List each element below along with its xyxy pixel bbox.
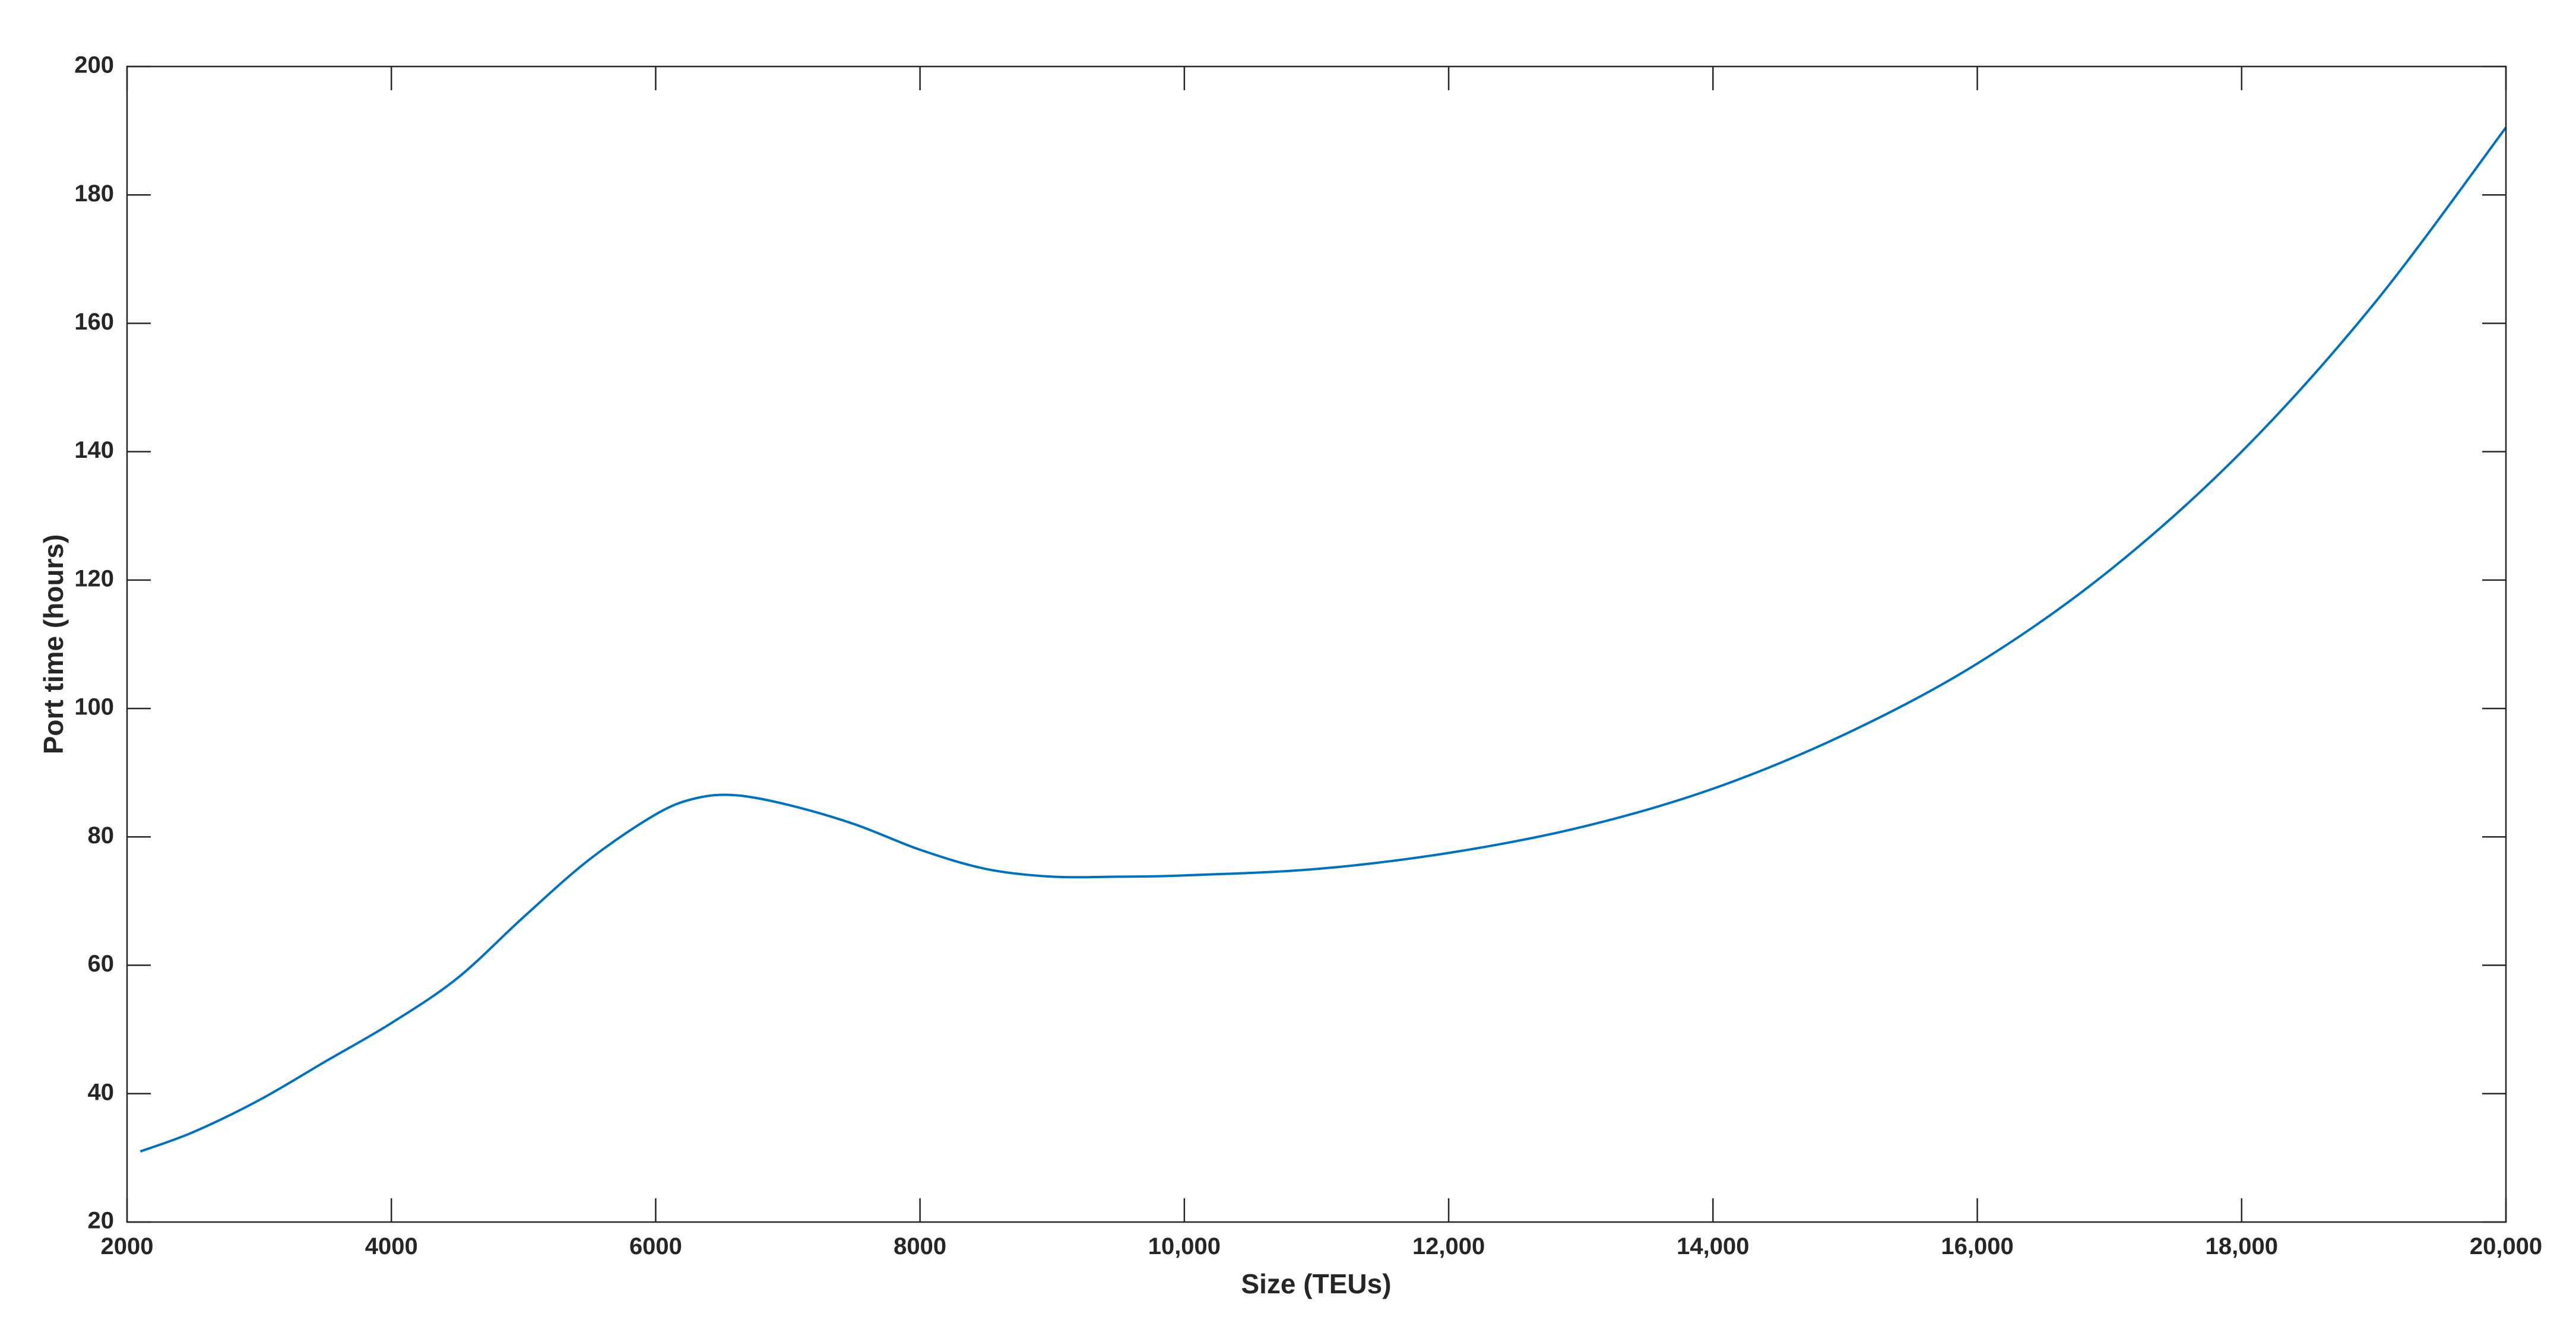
y-tick-label: 200 [74, 52, 114, 78]
y-tick-label: 180 [74, 181, 114, 207]
series-line [140, 126, 2507, 1153]
x-tick-label: 20,000 [2470, 1233, 2542, 1259]
y-tick-label: 140 [74, 437, 114, 463]
plot-frame [126, 65, 2507, 1223]
x-tick-label: 16,000 [1941, 1233, 2013, 1259]
x-axis-label: Size (TEUs) [1241, 1268, 1391, 1299]
y-tick-label: 80 [88, 822, 115, 849]
plot-background [127, 67, 2506, 1222]
x-tick-label: 6000 [629, 1233, 682, 1259]
y-tick-label: 100 [74, 694, 114, 720]
x-tick-label: 2000 [101, 1233, 154, 1259]
y-axis-label: Port time (hours) [38, 534, 69, 755]
y-tick-label: 20 [88, 1208, 115, 1234]
x-tick-label: 12,000 [1412, 1233, 1485, 1259]
y-tick-label: 40 [88, 1079, 115, 1105]
x-tick-label: 8000 [893, 1233, 946, 1259]
x-tick-label: 10,000 [1148, 1233, 1221, 1259]
x-tick-label: 14,000 [1677, 1233, 1749, 1259]
x-tick-label: 18,000 [2206, 1233, 2278, 1259]
y-tick-label: 120 [74, 565, 114, 591]
x-tick-label: 4000 [365, 1233, 418, 1259]
tick-labels: 2000 4000 6000 8000 10,000 12,000 14,000 16,000… [74, 52, 2542, 1259]
y-tick-label: 160 [74, 309, 114, 335]
y-tick-label: 60 [88, 951, 115, 977]
